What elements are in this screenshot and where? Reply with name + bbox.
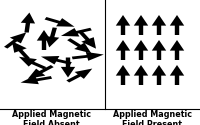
- FancyArrow shape: [116, 40, 130, 60]
- FancyArrow shape: [45, 17, 75, 27]
- FancyArrow shape: [116, 15, 130, 35]
- FancyArrow shape: [66, 69, 92, 82]
- Text: Applied Magnetic
Field Present: Applied Magnetic Field Present: [113, 110, 192, 125]
- FancyArrow shape: [21, 76, 52, 84]
- Text: Applied Magnetic
Field Absent: Applied Magnetic Field Absent: [12, 110, 90, 125]
- FancyArrow shape: [72, 52, 104, 61]
- FancyArrow shape: [152, 40, 166, 60]
- FancyArrow shape: [134, 40, 148, 60]
- FancyArrow shape: [19, 57, 46, 69]
- FancyArrow shape: [67, 38, 91, 53]
- FancyArrow shape: [37, 30, 51, 50]
- FancyArrow shape: [170, 65, 184, 85]
- FancyArrow shape: [170, 15, 184, 35]
- FancyArrow shape: [61, 58, 75, 78]
- FancyArrow shape: [152, 65, 166, 85]
- FancyArrow shape: [45, 27, 59, 47]
- FancyArrow shape: [28, 65, 54, 79]
- FancyArrow shape: [12, 41, 30, 59]
- FancyArrow shape: [78, 31, 96, 49]
- FancyArrow shape: [21, 12, 35, 33]
- FancyArrow shape: [4, 32, 26, 48]
- FancyArrow shape: [116, 65, 130, 85]
- FancyArrow shape: [134, 65, 148, 85]
- FancyArrow shape: [170, 40, 184, 60]
- FancyArrow shape: [41, 56, 72, 65]
- FancyArrow shape: [134, 15, 148, 35]
- FancyArrow shape: [61, 28, 92, 36]
- FancyArrow shape: [152, 15, 166, 35]
